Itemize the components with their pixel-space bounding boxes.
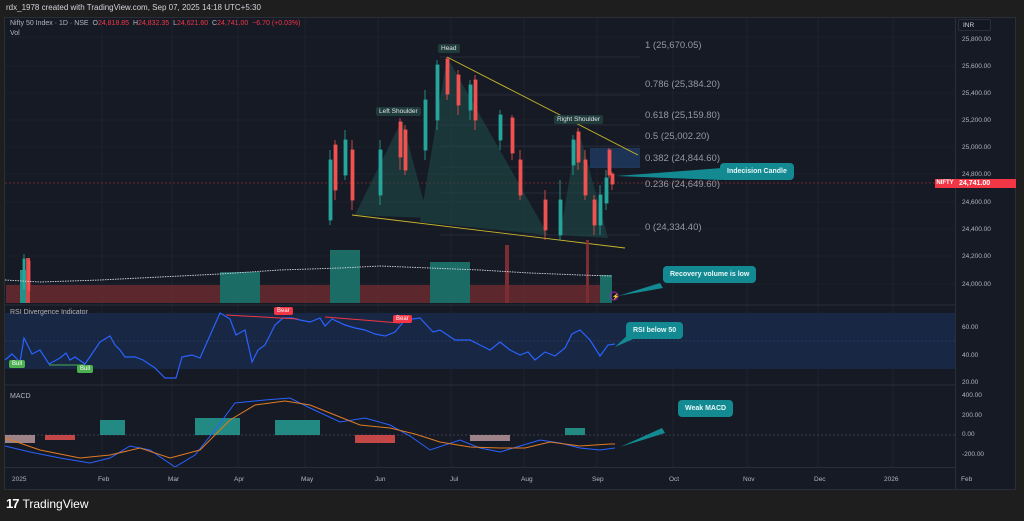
- high-value: 24,832.35: [138, 20, 170, 27]
- rsi-pane-title: RSI Divergence Indicator: [10, 309, 88, 316]
- fib-level-0786: 0.786 (25,384.20): [645, 79, 721, 90]
- tradingview-logo[interactable]: 17 TradingView: [6, 496, 89, 511]
- symbol-name: Nifty 50 Index · 1D · NSE: [10, 20, 89, 27]
- low-value: 24,621.60: [177, 20, 209, 27]
- tradingview-logo-icon: 17: [6, 496, 20, 511]
- macd-callout[interactable]: Weak MACD: [678, 400, 734, 417]
- left-shoulder-label: Left Shoulder: [376, 107, 421, 116]
- brand-name: TradingView: [22, 496, 89, 511]
- fib-level-1: 1 (25,670.05): [645, 40, 702, 51]
- head-label: Head: [438, 44, 460, 53]
- fib-level-0: 0 (24,334.40): [645, 222, 702, 233]
- bear-divergence-tag: Bear: [393, 315, 412, 323]
- bull-divergence-tag: Bull: [9, 360, 26, 368]
- currency-badge[interactable]: INR: [958, 19, 991, 31]
- symbol-legend: Nifty 50 Index · 1D · NSE O24,818.85 H24…: [10, 20, 301, 27]
- flash-event-icon: ⚡: [612, 293, 619, 301]
- volume-label: Vol: [10, 30, 20, 37]
- fib-level-05: 0.5 (25,002.20): [645, 131, 710, 142]
- macd-pane-title: MACD: [10, 393, 31, 400]
- fib-level-0236: 0.236 (24,649.60): [645, 179, 721, 190]
- bear-divergence-tag: Bear: [274, 307, 293, 315]
- close-value: 24,741.00: [217, 20, 249, 27]
- symbol-price-tag: NIFTY: [935, 179, 955, 188]
- fib-level-0618: 0.618 (25,159.80): [645, 110, 721, 121]
- last-price-tag: 24,741.00: [955, 179, 1016, 188]
- chart-frame[interactable]: [4, 17, 1016, 490]
- bull-divergence-tag: Bull: [77, 365, 94, 373]
- change-value: −6.70 (+0.03%): [252, 20, 301, 27]
- volume-callout[interactable]: Recovery volume is low: [663, 266, 757, 283]
- indecision-candle-callout[interactable]: Indecision Candle: [720, 163, 794, 180]
- rsi-callout[interactable]: RSI below 50: [626, 322, 684, 339]
- right-shoulder-label: Right Shoulder: [554, 115, 603, 124]
- time-axis[interactable]: 2025 Feb Mar Apr May Jun Jul Aug Sep Oct…: [4, 467, 972, 491]
- chart-attribution: rdx_1978 created with TradingView.com, S…: [6, 3, 261, 12]
- price-axis[interactable]: 25,800.00 25,600.00 25,400.00 25,200.00 …: [955, 17, 1016, 490]
- open-value: 24,818.85: [97, 20, 130, 27]
- fib-level-0382: 0.382 (24,844.60): [645, 153, 721, 164]
